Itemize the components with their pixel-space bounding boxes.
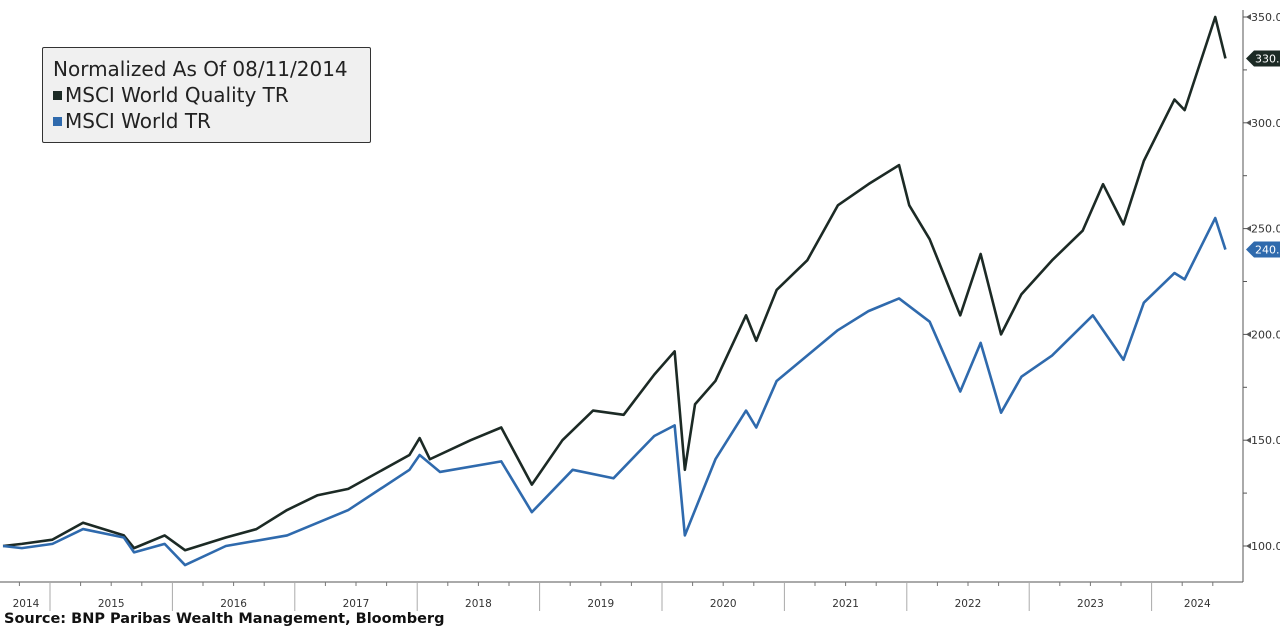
last-value-tag	[1246, 241, 1280, 258]
y-tick-label: 250.0	[1251, 223, 1280, 236]
y-tick-label: 350.0	[1251, 11, 1280, 24]
y-tick-arrow	[1246, 331, 1251, 338]
y-tick-arrow	[1246, 225, 1251, 232]
x-tick-label: 2018	[465, 598, 492, 610]
legend-swatch	[53, 117, 62, 126]
x-tick-label: 2022	[955, 598, 982, 610]
legend-item-world: MSCI World TR	[53, 108, 360, 134]
x-tick-label: 2024	[1184, 598, 1211, 610]
y-tick-arrow	[1246, 437, 1251, 444]
x-tick-label: 2017	[343, 598, 370, 610]
legend: Normalized As Of 08/11/2014 MSCI World Q…	[42, 47, 371, 143]
legend-title: Normalized As Of 08/11/2014	[53, 57, 348, 81]
last-value-label: 330.4	[1255, 52, 1280, 65]
x-tick-label: 2014	[13, 598, 40, 610]
x-tick-label: 2015	[98, 598, 125, 610]
y-tick-label: 300.0	[1251, 117, 1280, 130]
legend-swatch	[53, 91, 62, 100]
y-tick-arrow	[1246, 14, 1251, 20]
legend-item-quality: MSCI World Quality TR	[53, 82, 360, 108]
x-tick-label: 2016	[220, 598, 247, 610]
series-line-msci-world-quality	[2, 15, 1227, 552]
last-value-label: 240.1	[1255, 244, 1280, 257]
y-tick-label: 150.0	[1251, 434, 1280, 447]
y-tick-label: 200.0	[1251, 328, 1280, 341]
x-tick-label: 2019	[587, 598, 614, 610]
last-value-tag	[1246, 50, 1280, 67]
y-tick-label: 100.0	[1251, 540, 1280, 553]
legend-label: MSCI World TR	[65, 109, 211, 133]
series-line-msci-world	[2, 216, 1227, 567]
x-tick-label: 2020	[710, 598, 737, 610]
x-tick-label: 2021	[832, 598, 859, 610]
y-tick-arrow	[1246, 119, 1251, 126]
x-tick-label: 2023	[1077, 598, 1104, 610]
y-tick-arrow	[1246, 543, 1251, 549]
legend-label: MSCI World Quality TR	[65, 83, 289, 107]
source-note: Source: BNP Paribas Wealth Management, B…	[4, 611, 445, 627]
